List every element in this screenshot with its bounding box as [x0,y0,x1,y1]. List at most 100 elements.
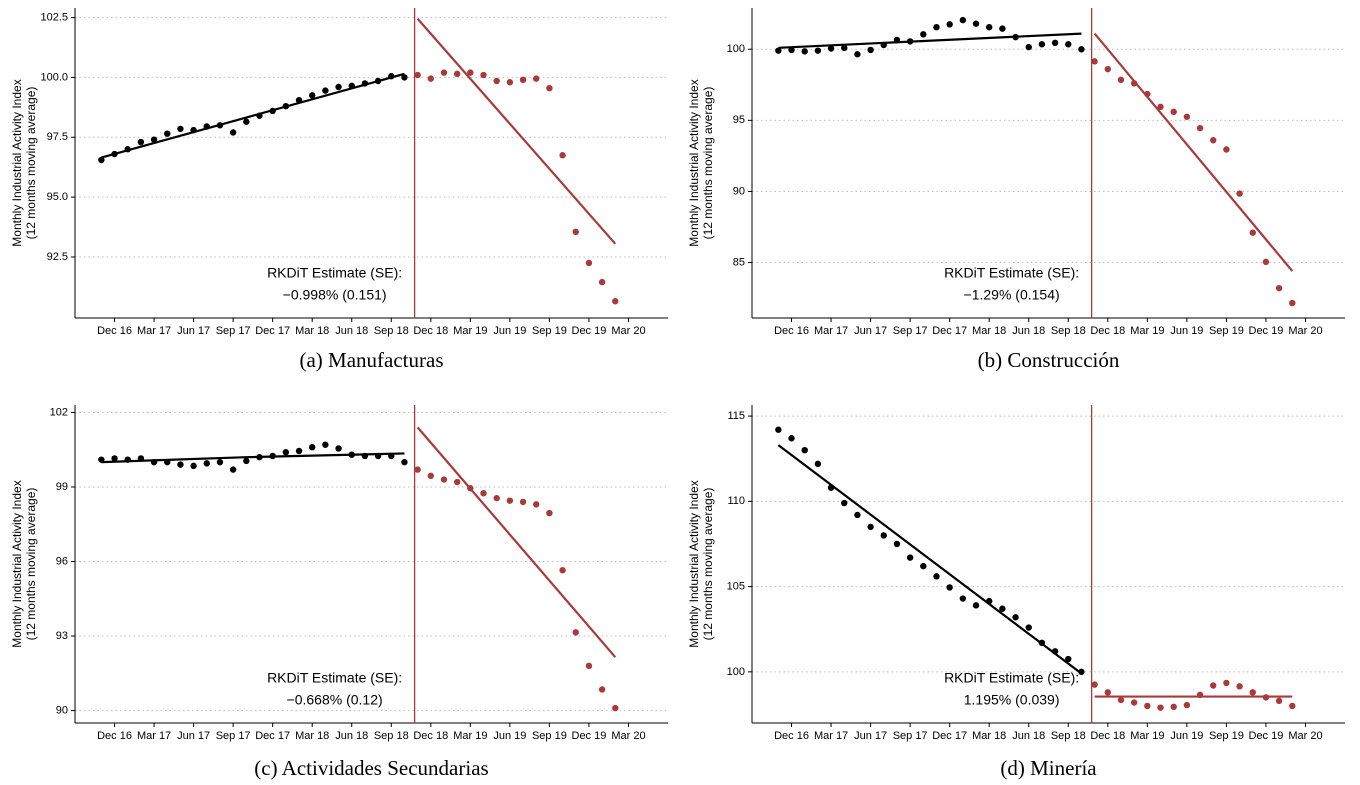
data-point [164,458,171,466]
data-point [1091,58,1098,65]
annotation: RKDiT Estimate (SE): [944,265,1079,281]
x-tick-label: Dec 18 [413,325,448,337]
fit-line [416,426,617,658]
data-point [1012,33,1019,41]
y-tick-label: 100 [727,666,745,678]
data-point [137,138,145,146]
data-point [1236,683,1243,690]
data-point [1262,694,1270,701]
x-tick-label: Sep 19 [532,730,567,742]
data-point [972,20,980,27]
data-point [506,79,514,86]
x-tick-label: Jun 19 [1170,325,1203,337]
data-point [814,47,822,54]
data-point [801,446,808,454]
y-tick-label: 102.5 [40,11,68,23]
data-point [216,122,224,129]
x-tick-label: Sep 18 [374,325,409,337]
y-tick-label: 100.0 [40,71,68,83]
data-point [572,228,579,236]
data-point [959,595,967,602]
data-point [453,70,461,78]
y-tick-label: 95.0 [47,191,68,203]
fit-line [416,18,617,245]
data-point [427,472,434,480]
x-tick-label: Sep 17 [216,730,251,742]
data-point [1249,229,1256,236]
x-tick-label: Sep 19 [1209,325,1244,337]
data-point [946,21,953,28]
data-point [1170,108,1177,116]
y-tick-label: 90 [733,185,745,197]
x-tick-label: Dec 16 [97,325,132,337]
data-point [480,489,487,497]
data-point [612,704,619,712]
x-tick-label: Sep 18 [1051,325,1086,337]
data-point [309,92,316,99]
x-tick-label: Sep 19 [532,325,567,337]
data-point [572,629,579,636]
annotation: −0.668% (0.12) [287,692,383,708]
y-tick-label: 92.5 [47,251,68,263]
x-tick-label: Dec 18 [1090,325,1125,337]
x-tick-label: Jun 18 [335,325,368,337]
data-point [1025,624,1032,631]
data-point [933,23,940,31]
data-point [933,573,940,580]
data-point [374,452,382,460]
data-point [137,455,145,462]
data-point [906,554,914,561]
panel: 92.5 95.0 97.5 100.0 102.5 Dec 16 Mar 17 Jun 17… [10,8,668,372]
data-point [177,461,184,468]
data-point [401,458,408,466]
x-tick-label: Sep 19 [1209,730,1244,742]
y-axis-label: (12 months moving average) [24,87,38,240]
data-point [1275,284,1283,292]
x-tick-label: Jun 19 [1170,730,1203,742]
data-point [775,47,782,54]
x-tick-label: Mar 20 [1288,730,1322,742]
x-tick-label: Mar 18 [295,325,329,337]
fit-line [777,444,1083,675]
data-point [827,484,835,491]
x-tick-label: Dec 16 [97,730,132,742]
data-point [243,118,250,125]
data-point [1130,80,1138,87]
x-tick-label: Mar 17 [137,325,171,337]
data-point [269,107,276,115]
data-point [814,460,822,468]
y-tick-label: 100 [727,43,745,55]
data-point [999,605,1006,612]
data-point [98,156,105,164]
y-axis-label: (12 months moving average) [24,488,38,641]
data-point [959,16,967,24]
fit-line [101,452,405,464]
x-tick-label: Jun 17 [854,730,887,742]
data-point [203,123,210,130]
y-axis-label: Monthly Industrial Activity Index [10,480,24,647]
data-point [1157,704,1164,711]
x-tick-label: Dec 17 [255,325,290,337]
data-point [1065,655,1072,663]
data-point [506,497,514,504]
caption: (d) Minería [1000,756,1097,780]
data-point [1289,299,1296,307]
y-tick-label: 93 [56,630,68,642]
x-tick-label: Jun 17 [854,325,887,337]
data-point [880,41,887,49]
data-point [986,23,993,31]
data-point [203,460,210,467]
data-point [150,458,158,466]
annotation: RKDiT Estimate (SE): [267,265,402,281]
data-point [467,485,474,492]
data-point [788,46,795,54]
data-point [1236,190,1243,197]
data-point [1130,699,1138,706]
y-axis-label: Monthly Industrial Activity Index [687,480,701,647]
panel: 85 90 95 100 Dec 16 Mar 17 Jun 17 Sep 17 Dec 17 M… [687,8,1345,372]
data-point [322,441,329,448]
data-point [229,466,237,473]
data-point [229,129,237,136]
data-point [309,444,316,451]
y-axis-label: (12 months moving average) [701,87,715,240]
